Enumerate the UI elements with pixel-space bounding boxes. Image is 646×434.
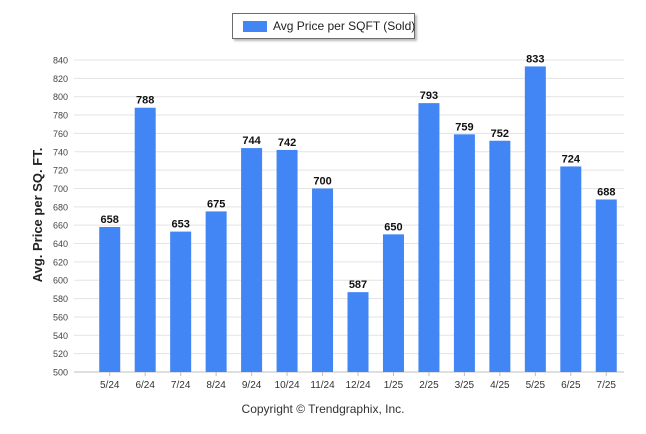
data-label: 650 bbox=[384, 221, 402, 233]
y-tick-label: 760 bbox=[53, 129, 68, 139]
y-tick-label: 840 bbox=[53, 56, 68, 66]
bar bbox=[489, 140, 511, 372]
bar bbox=[524, 66, 546, 373]
data-label: 759 bbox=[455, 121, 473, 133]
y-tick-label: 660 bbox=[53, 221, 68, 231]
x-axis: 5/24 6/24 7/24 8/24 9/24 10/24 11/24 12/24 1/25 2… bbox=[100, 372, 616, 391]
bar bbox=[418, 103, 440, 373]
y-tick-label: 720 bbox=[53, 166, 68, 176]
y-tick-label: 620 bbox=[53, 257, 68, 267]
data-label: 688 bbox=[597, 186, 615, 198]
data-label: 742 bbox=[278, 137, 296, 149]
data-label: 587 bbox=[349, 279, 367, 291]
bar bbox=[312, 188, 334, 372]
legend-swatch bbox=[243, 21, 267, 32]
bar bbox=[134, 107, 156, 372]
bar bbox=[347, 292, 369, 372]
bar bbox=[560, 166, 582, 372]
x-tick-label: 4/25 bbox=[490, 380, 510, 391]
y-tick-label: 540 bbox=[53, 331, 68, 341]
x-tick-label: 10/24 bbox=[275, 380, 300, 391]
y-tick-label: 800 bbox=[53, 92, 68, 102]
bar bbox=[170, 231, 192, 372]
bar bbox=[595, 199, 617, 372]
bar bbox=[99, 227, 121, 372]
y-tick-label: 820 bbox=[53, 74, 68, 84]
y-axis: 500 520 540 560 580 600 620 640 660 680 700 720 740 7… bbox=[53, 56, 68, 378]
y-tick-label: 580 bbox=[53, 294, 68, 304]
bars: 658 788 653 675 744 742 700 587 650 793 759 752 833 7… bbox=[99, 53, 617, 373]
bar bbox=[205, 211, 227, 372]
bar bbox=[453, 134, 475, 372]
y-axis-label: Avg. Price per SQ. FT. bbox=[30, 148, 45, 283]
x-tick-label: 9/24 bbox=[242, 380, 262, 391]
y-tick-label: 560 bbox=[53, 312, 68, 322]
y-tick-label: 520 bbox=[53, 349, 68, 359]
x-tick-label: 1/25 bbox=[384, 380, 404, 391]
data-label: 752 bbox=[491, 128, 509, 140]
x-tick-label: 6/25 bbox=[561, 380, 581, 391]
x-tick-label: 5/25 bbox=[526, 380, 546, 391]
data-label: 700 bbox=[313, 175, 331, 187]
data-label: 724 bbox=[562, 153, 581, 165]
x-tick-label: 8/24 bbox=[206, 380, 226, 391]
y-tick-label: 740 bbox=[53, 147, 68, 157]
x-tick-label: 7/24 bbox=[171, 380, 191, 391]
y-tick-label: 600 bbox=[53, 276, 68, 286]
legend: Avg Price per SQFT (Sold) bbox=[232, 13, 415, 39]
bar bbox=[241, 148, 263, 372]
data-label: 833 bbox=[526, 53, 544, 65]
data-label: 744 bbox=[242, 135, 261, 147]
x-tick-label: 2/25 bbox=[419, 380, 439, 391]
y-tick-label: 680 bbox=[53, 202, 68, 212]
x-tick-label: 5/24 bbox=[100, 380, 120, 391]
data-label: 653 bbox=[171, 219, 189, 231]
copyright-footer: Copyright © Trendgraphix, Inc. bbox=[241, 402, 405, 416]
y-tick-label: 640 bbox=[53, 239, 68, 249]
data-label: 788 bbox=[136, 95, 154, 107]
x-tick-label: 3/25 bbox=[455, 380, 475, 391]
bar bbox=[382, 234, 404, 372]
legend-label: Avg Price per SQFT (Sold) bbox=[273, 19, 416, 33]
y-tick-label: 780 bbox=[53, 111, 68, 121]
x-tick-label: 12/24 bbox=[345, 380, 370, 391]
x-tick-label: 7/25 bbox=[597, 380, 617, 391]
data-label: 658 bbox=[101, 214, 119, 226]
x-tick-label: 11/24 bbox=[310, 380, 335, 391]
y-tick-label: 700 bbox=[53, 184, 68, 194]
bar bbox=[276, 149, 298, 372]
data-label: 793 bbox=[420, 90, 438, 102]
data-label: 675 bbox=[207, 198, 225, 210]
y-tick-label: 500 bbox=[53, 368, 68, 378]
x-tick-label: 6/24 bbox=[135, 380, 155, 391]
